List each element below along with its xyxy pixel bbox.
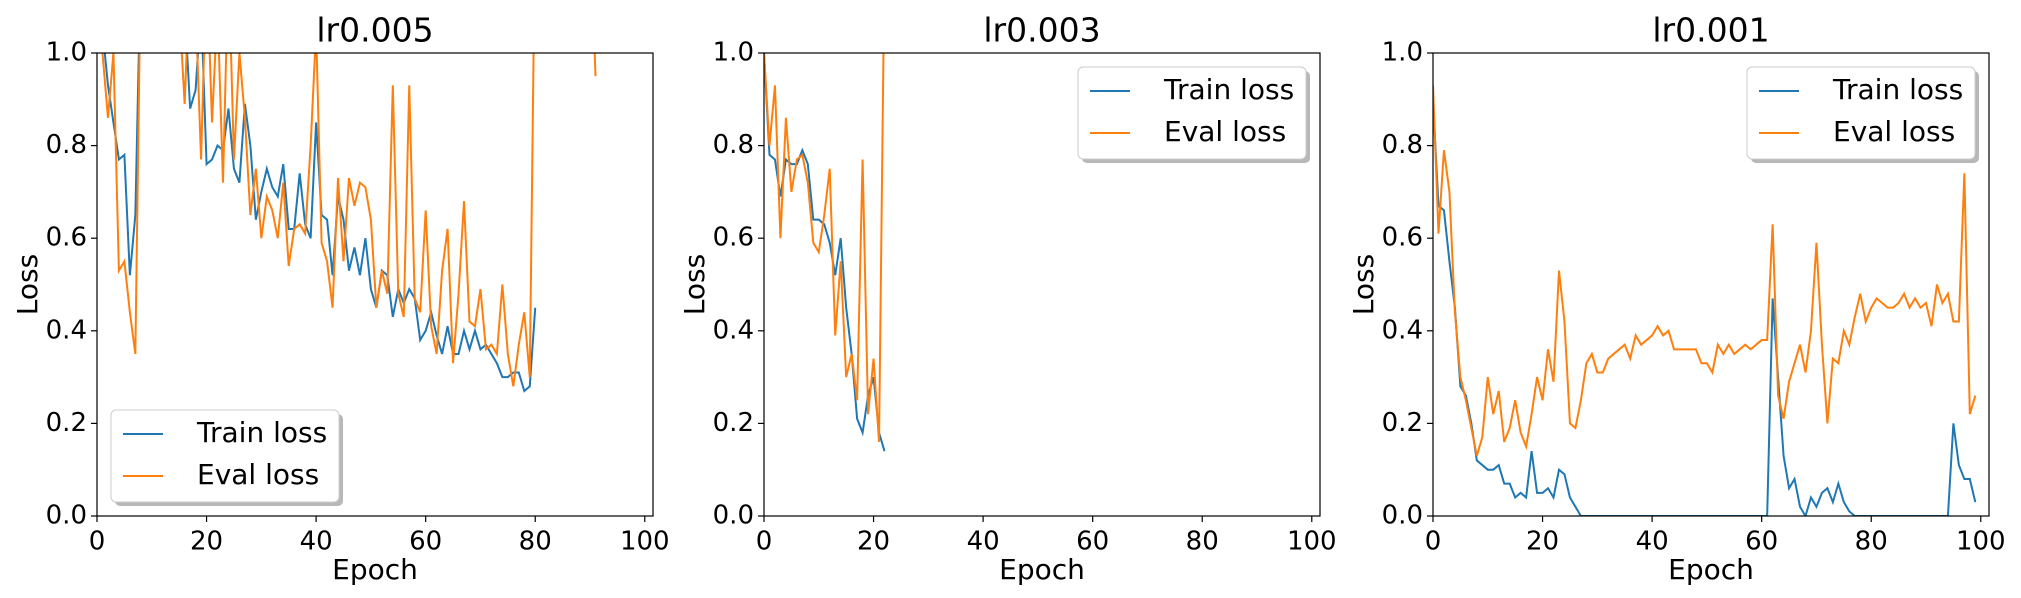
legend: Train loss Eval loss <box>1746 66 1979 163</box>
series-lines <box>101 53 597 393</box>
legend-box <box>1077 66 1307 160</box>
line <box>101 53 597 387</box>
series-lines <box>1433 85 1977 516</box>
x-tick-label: 100 <box>620 527 670 557</box>
y-tick-label: 0.6 <box>713 223 754 253</box>
legend: Train loss Eval loss <box>1077 66 1310 163</box>
x-tick-label: 20 <box>190 527 223 557</box>
x-tick-label: 80 <box>1855 527 1888 557</box>
series-lines <box>764 53 886 452</box>
y-axis-label: Loss <box>1347 254 1380 315</box>
y-tick-label: 0.6 <box>1382 223 1423 253</box>
legend-box <box>110 409 340 503</box>
y-tick-label: 0.2 <box>713 408 754 438</box>
legend-label: Train loss <box>1832 73 1963 106</box>
x-tick-label: 0 <box>89 527 106 557</box>
legend-label: Eval loss <box>1164 115 1286 148</box>
legend-label: Eval loss <box>197 458 319 491</box>
x-axis-label: Epoch <box>999 553 1085 586</box>
y-tick-label: 0.6 <box>46 223 87 253</box>
line <box>1433 85 1977 457</box>
y-tick-label: 0.4 <box>46 315 87 345</box>
subplot-title: lr0.003 <box>983 11 1100 50</box>
x-tick-label: 100 <box>1956 527 2006 557</box>
legend-label: Train loss <box>196 416 327 449</box>
y-tick-label: 1.0 <box>1382 38 1423 68</box>
y-tick-label: 0.8 <box>46 130 87 160</box>
subplot: lr0.005 Epoch Loss 0 20 40 60 80 100 0.0 0.2 0.4 0.6… <box>11 11 670 587</box>
legend-label: Train loss <box>1163 73 1294 106</box>
legend: Train loss Eval loss <box>110 409 343 506</box>
axes-frame <box>96 52 654 517</box>
y-tick-label: 1.0 <box>46 38 87 68</box>
axes-frame <box>763 52 1321 517</box>
y-tick-label: 0.8 <box>713 130 754 160</box>
x-tick-label: 60 <box>1076 527 1109 557</box>
x-tick-label: 80 <box>1186 527 1219 557</box>
y-tick-label: 0.0 <box>1382 501 1423 531</box>
x-tick-label: 60 <box>1745 527 1778 557</box>
x-tick-label: 40 <box>967 527 1000 557</box>
line <box>103 53 537 393</box>
y-tick-label: 0.2 <box>46 408 87 438</box>
y-axis-label: Loss <box>678 254 711 315</box>
y-tick-label: 1.0 <box>713 38 754 68</box>
y-tick-label: 0.8 <box>1382 130 1423 160</box>
subplot-title: lr0.005 <box>316 11 433 50</box>
subplot: lr0.001 Epoch Loss 0 20 40 60 80 100 0.0 0.2 0.4 0.6… <box>1347 11 2006 587</box>
y-axis-label: Loss <box>11 254 44 315</box>
y-tick-label: 0.4 <box>1382 315 1423 345</box>
y-tick-label: 0.2 <box>1382 408 1423 438</box>
x-axis-label: Epoch <box>332 553 418 586</box>
axes-frame <box>1432 52 1990 517</box>
subplot: lr0.003 Epoch Loss 0 20 40 60 80 100 0.0 0.2 0.4 0.6… <box>678 11 1337 587</box>
y-tick-label: 0.0 <box>713 501 754 531</box>
x-tick-label: 0 <box>1425 527 1442 557</box>
legend-box <box>1746 66 1976 160</box>
line <box>764 53 886 452</box>
line <box>1433 99 1977 516</box>
x-tick-label: 100 <box>1287 527 1337 557</box>
x-tick-label: 60 <box>409 527 442 557</box>
x-tick-label: 40 <box>1636 527 1669 557</box>
subplot-title: lr0.001 <box>1652 11 1769 50</box>
x-tick-label: 20 <box>857 527 890 557</box>
x-tick-label: 40 <box>300 527 333 557</box>
x-tick-label: 20 <box>1526 527 1559 557</box>
legend-label: Eval loss <box>1833 115 1955 148</box>
x-axis-label: Epoch <box>1668 553 1754 586</box>
line <box>764 53 885 442</box>
x-tick-label: 80 <box>519 527 552 557</box>
x-tick-label: 0 <box>756 527 773 557</box>
y-tick-label: 0.4 <box>713 315 754 345</box>
y-tick-label: 0.0 <box>46 501 87 531</box>
